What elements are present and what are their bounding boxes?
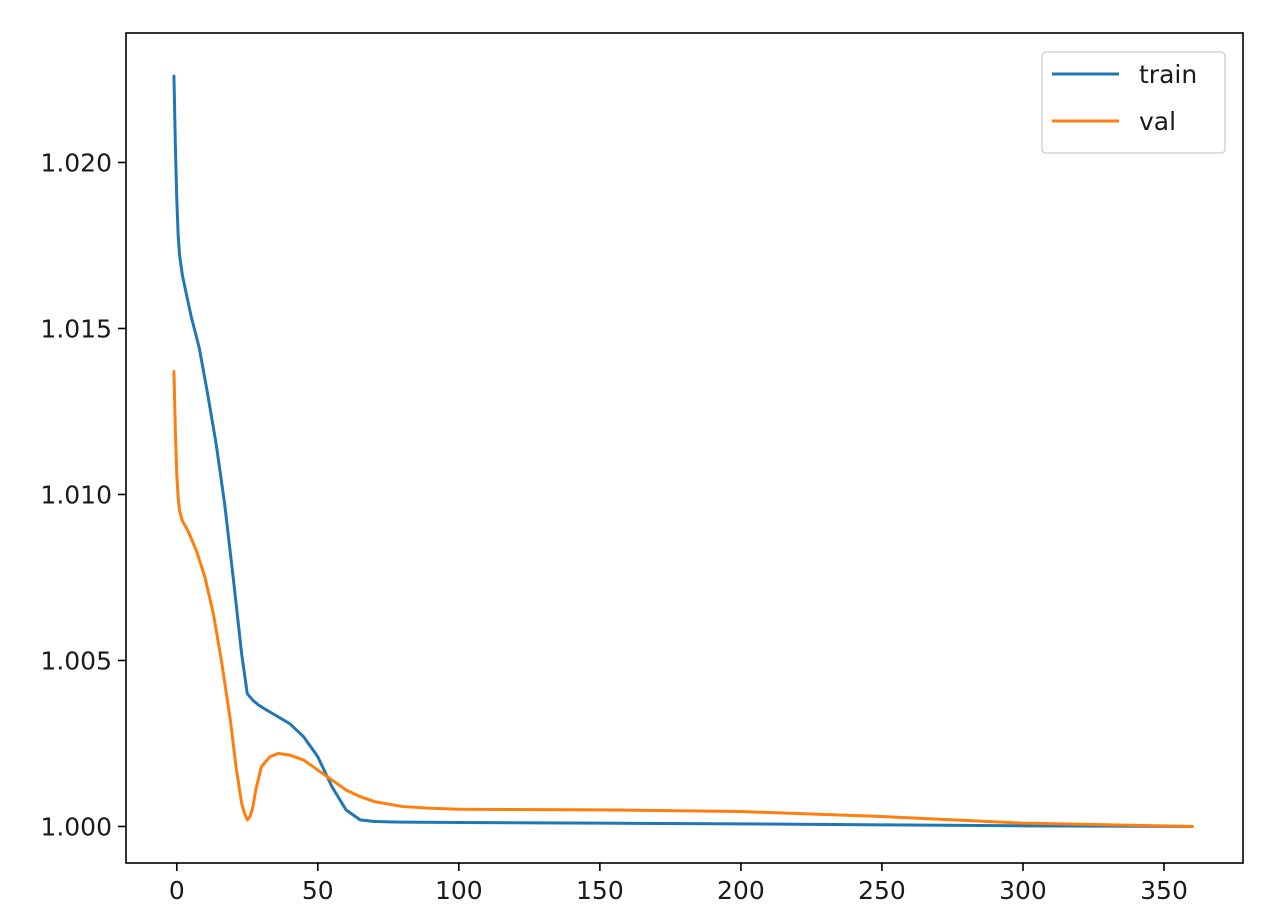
x-tick-label: 150 — [576, 876, 624, 905]
x-tick-label: 250 — [858, 876, 906, 905]
plot-lines — [172, 74, 1194, 828]
x-tick-label: 0 — [169, 876, 185, 905]
x-tick-label: 50 — [302, 876, 334, 905]
legend-label-train: train — [1139, 60, 1197, 89]
x-tick-label: 200 — [717, 876, 765, 905]
series-line-val — [172, 370, 1194, 828]
x-axis: 0 50 100 150 200 250 300 350 — [169, 863, 1188, 905]
x-tick-label: 100 — [435, 876, 483, 905]
series-line-train — [172, 74, 1194, 828]
y-tick-label: 1.010 — [40, 480, 112, 509]
y-tick-label: 1.000 — [40, 812, 112, 841]
legend: train val — [1041, 51, 1226, 154]
x-tick-label: 300 — [999, 876, 1047, 905]
plot-frame — [125, 32, 1244, 864]
x-tick-label: 350 — [1140, 876, 1188, 905]
y-tick-label: 1.020 — [40, 148, 112, 177]
y-tick-label: 1.005 — [40, 646, 112, 675]
legend-label-val: val — [1139, 107, 1176, 136]
y-tick-label: 1.015 — [40, 314, 112, 343]
legend-frame — [1041, 51, 1226, 154]
y-axis: 1.000 1.005 1.010 1.015 1.020 — [40, 148, 126, 841]
